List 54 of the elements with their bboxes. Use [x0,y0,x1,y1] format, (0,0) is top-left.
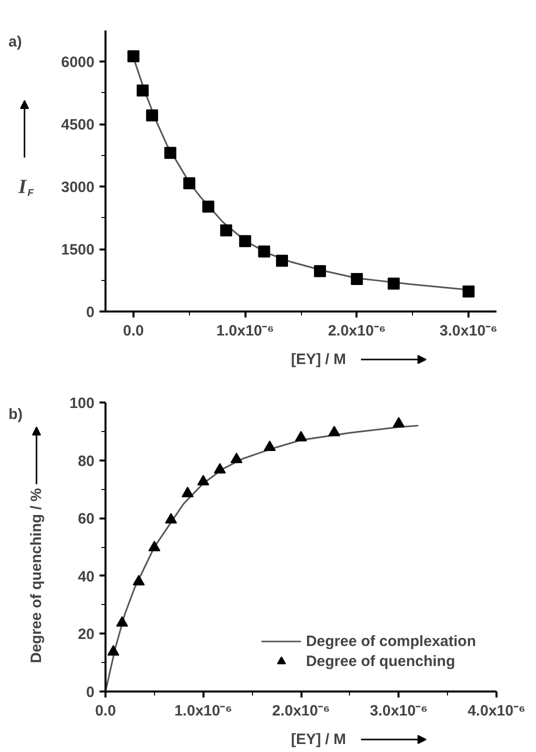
point [148,540,160,552]
y-tick-label: 60 [78,510,95,528]
point [202,200,214,213]
y-axis-title: Degree of quenching / % [28,488,45,664]
point [230,452,242,464]
chart-title: a) [8,34,22,51]
point [132,574,145,586]
point [328,426,340,436]
point [258,246,270,258]
x-tick-label: 3.0x10⁻⁶ [370,702,428,720]
legend-label: Degree of quenching [306,652,456,670]
y-tick-label: 3000 [61,179,95,196]
y-tick-label: 20 [78,626,95,644]
chart-title: b) [8,406,23,423]
point [239,235,252,248]
point [107,645,120,656]
point [350,273,363,286]
y-tick-label: 4500 [61,116,95,134]
legend-label: Degree of complexation [306,632,476,650]
x-axis-title: [EY] / M [291,351,346,368]
y-tick-label: 6000 [61,54,95,72]
point [197,474,210,486]
point [136,84,149,96]
x-axis-title: [EY] / M [291,731,346,748]
point [214,462,226,474]
point [183,177,196,190]
x-tick-label: 1.0x10⁻⁶ [174,702,232,720]
point [146,109,158,122]
y-tick-label: 0 [86,684,94,701]
point [295,430,307,442]
x-tick-label: 0.0 [95,702,116,720]
x-tick-label: 3.0x10⁻⁶ [440,322,498,340]
x-tick-label: 2.0x10⁻⁶ [272,702,330,720]
y-tick-label: 80 [78,452,95,470]
point [182,486,194,498]
point [164,146,176,159]
point [164,512,177,524]
x-tick-label: 1.0x10⁻⁶ [216,322,274,340]
x-tick-label: 0.0 [123,322,144,340]
point [392,417,405,428]
point [388,278,400,290]
y-tick-label: 1500 [61,242,95,259]
y-tick-label: 0 [86,304,94,321]
point [276,254,288,267]
point [116,616,128,627]
y-tick-label: 100 [69,395,95,412]
point [264,440,276,451]
point [462,286,475,298]
point [314,265,326,278]
x-tick-label: 2.0x10⁻⁶ [328,322,386,340]
point [127,50,140,62]
y-tick-label: 40 [78,568,95,586]
x-tick-label: 4.0x10⁻⁶ [468,702,526,720]
point [220,224,232,236]
